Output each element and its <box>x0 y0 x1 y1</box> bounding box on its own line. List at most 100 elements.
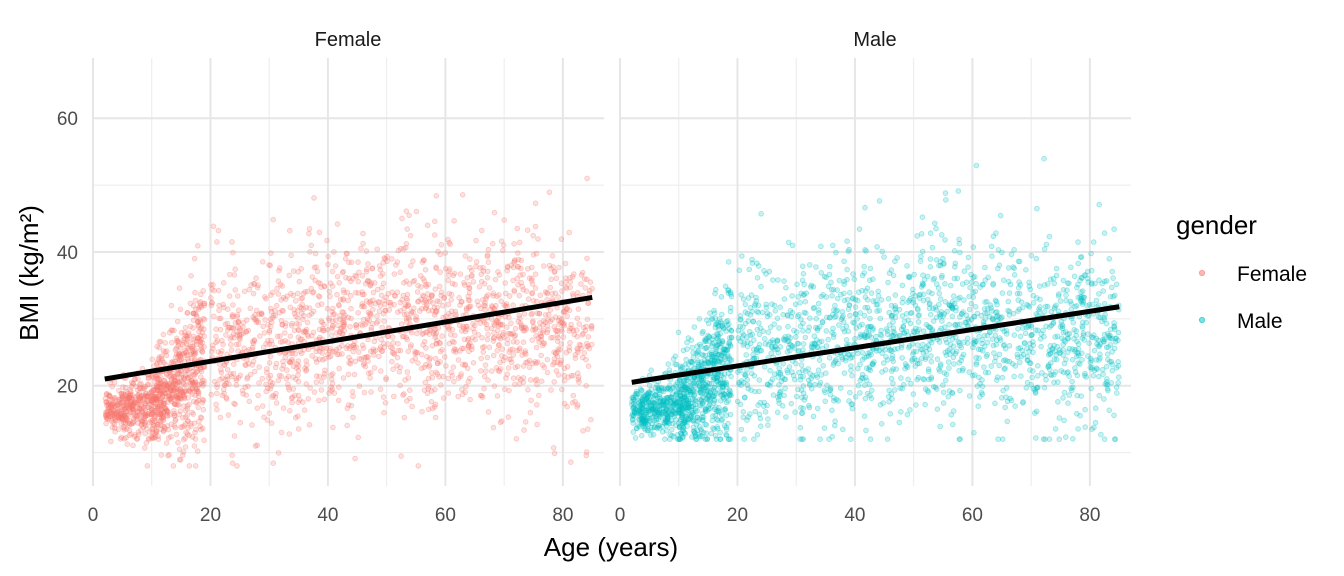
data-point <box>777 343 784 350</box>
data-point <box>423 304 430 311</box>
data-point <box>355 434 362 441</box>
data-point <box>158 406 165 413</box>
data-point <box>760 328 766 335</box>
data-point <box>197 374 204 380</box>
data-point <box>383 375 389 381</box>
data-point <box>802 394 809 400</box>
data-point <box>122 406 128 413</box>
data-point <box>176 370 183 377</box>
data-point <box>1041 246 1048 252</box>
data-point <box>289 399 295 406</box>
data-point <box>696 316 703 322</box>
data-point <box>802 334 809 341</box>
data-point <box>107 402 114 408</box>
data-point <box>385 341 391 347</box>
data-point <box>929 290 935 297</box>
data-point <box>891 387 898 393</box>
data-point <box>818 243 824 250</box>
data-point <box>1002 345 1009 352</box>
data-point <box>236 332 243 338</box>
data-point <box>428 398 435 405</box>
data-point <box>168 387 174 394</box>
data-point <box>723 426 730 433</box>
data-point <box>231 361 237 368</box>
data-point <box>321 283 328 290</box>
data-point <box>363 248 370 254</box>
data-point <box>408 329 415 336</box>
data-point <box>270 460 277 467</box>
data-point <box>515 375 522 381</box>
data-point <box>201 364 208 370</box>
data-point <box>311 264 318 271</box>
data-point <box>222 361 228 368</box>
data-point <box>861 263 867 270</box>
data-point <box>277 339 284 345</box>
data-point <box>1033 255 1040 262</box>
data-point <box>232 319 239 326</box>
data-point <box>970 244 977 250</box>
data-point <box>936 262 942 269</box>
data-point <box>546 189 553 196</box>
data-point <box>369 265 376 272</box>
data-point <box>439 333 445 339</box>
data-point <box>781 392 787 399</box>
data-point <box>547 284 553 291</box>
data-point <box>217 414 224 421</box>
data-point <box>171 375 178 382</box>
data-point <box>502 280 509 286</box>
data-point <box>925 368 932 375</box>
data-point <box>1023 266 1029 273</box>
data-point <box>177 306 184 313</box>
data-point <box>585 342 591 349</box>
data-point <box>1096 201 1102 208</box>
data-point <box>258 310 265 317</box>
data-point <box>370 289 377 296</box>
data-point <box>458 298 465 305</box>
data-point <box>499 322 506 328</box>
data-point <box>844 266 850 273</box>
data-point <box>939 272 945 279</box>
data-point <box>648 367 654 374</box>
data-point <box>462 253 469 259</box>
data-point <box>1103 381 1110 388</box>
data-point <box>761 267 767 274</box>
data-point <box>345 314 352 321</box>
data-point <box>186 401 192 408</box>
data-point <box>232 287 239 293</box>
data-point <box>1046 436 1053 443</box>
data-point <box>793 393 800 400</box>
data-point <box>148 397 155 404</box>
data-point <box>450 272 457 279</box>
data-point <box>576 321 582 327</box>
data-point <box>195 322 202 329</box>
data-point <box>875 288 881 295</box>
data-point <box>685 398 692 404</box>
data-point <box>999 314 1005 321</box>
data-point <box>754 308 761 315</box>
data-point <box>382 307 388 314</box>
data-point <box>1109 284 1115 291</box>
data-point <box>191 255 198 262</box>
data-point <box>1105 344 1112 350</box>
data-point <box>173 431 180 438</box>
data-point <box>918 231 925 237</box>
data-point <box>484 336 491 343</box>
data-point <box>737 323 743 330</box>
data-point <box>1088 250 1094 257</box>
data-point <box>584 255 590 262</box>
data-point <box>288 252 295 259</box>
data-point <box>377 346 383 352</box>
data-point <box>972 303 979 310</box>
data-point <box>961 268 968 275</box>
data-point <box>337 296 344 303</box>
data-point <box>632 397 638 404</box>
x-tick-label: 20 <box>200 505 221 526</box>
data-point <box>551 450 558 457</box>
data-point <box>1110 275 1116 281</box>
data-point <box>431 232 438 238</box>
data-point <box>315 302 321 309</box>
data-point <box>725 397 731 404</box>
data-point <box>329 371 336 377</box>
data-point <box>157 384 164 391</box>
